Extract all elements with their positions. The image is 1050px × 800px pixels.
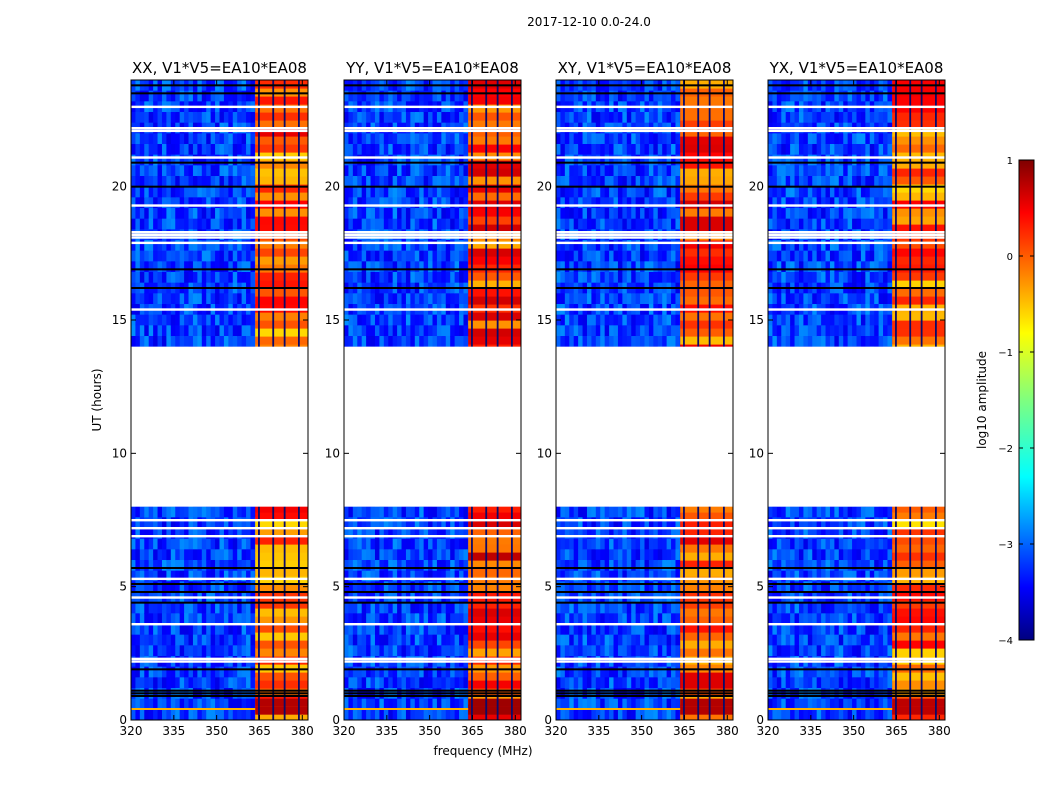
y-tick-label: 10 — [537, 446, 552, 460]
x-tick-label: 365 — [248, 724, 271, 738]
x-tick-label: 335 — [799, 724, 822, 738]
y-tick-label: 5 — [119, 580, 127, 594]
x-tick-label: 350 — [418, 724, 441, 738]
x-tick-label: 320 — [120, 724, 143, 738]
panel-2: 320 335 350 365 380 0 5 10 15 20 XY, V1*V5=EA10*EA… — [537, 59, 739, 738]
x-tick-label: 365 — [673, 724, 696, 738]
panel-0-title: XX, V1*V5=EA10*EA08 — [132, 59, 307, 77]
y-tick-label: 10 — [112, 446, 127, 460]
y-tick-label: 10 — [325, 446, 340, 460]
y-tick-label: 5 — [332, 580, 340, 594]
x-tick-label: 350 — [630, 724, 653, 738]
figure-title: 2017-12-10 0.0-24.0 — [527, 15, 651, 29]
colorbar-tick-label: −3 — [998, 540, 1013, 551]
y-tick-label: 15 — [537, 313, 552, 327]
colorbar-label: log10 amplitude — [975, 351, 989, 449]
x-tick-label: 320 — [333, 724, 356, 738]
x-tick-label: 380 — [291, 724, 314, 738]
panel-0-data-gap — [131, 346, 308, 507]
y-tick-label: 20 — [537, 180, 552, 194]
x-tick-label: 365 — [461, 724, 484, 738]
colorbar-gradient — [1018, 159, 1035, 641]
panel-1-data-gap — [344, 346, 521, 507]
colorbar-tick-label: −1 — [998, 348, 1013, 359]
y-tick-label: 0 — [332, 713, 340, 727]
panel-2-frame — [555, 79, 734, 721]
x-tick-label: 380 — [504, 724, 527, 738]
x-tick-label: 350 — [205, 724, 228, 738]
panel-3: 320 335 350 365 380 0 5 10 15 20 YX, V1*V5=EA10*EA… — [749, 59, 951, 738]
y-tick-label: 20 — [112, 180, 127, 194]
y-tick-label: 5 — [544, 580, 552, 594]
colorbar-tick-label: −4 — [998, 636, 1013, 647]
panel-1: 320 335 350 365 380 0 5 10 15 20 YY, V1*V5=EA10*EA… — [325, 59, 527, 738]
panels: 320 335 350 365 380 0 5 10 15 20 XX, V1*V5=EA10*EA… — [112, 59, 951, 738]
x-tick-label: 335 — [375, 724, 398, 738]
panel-1-title: YY, V1*V5=EA10*EA08 — [345, 59, 519, 77]
x-tick-label: 320 — [757, 724, 780, 738]
panel-2-image — [556, 80, 733, 720]
colorbar: 1 0 −1 −2 −3 −4 log10 amplitude — [975, 156, 1035, 647]
x-tick-label: 350 — [842, 724, 865, 738]
y-tick-label: 10 — [749, 446, 764, 460]
y-tick-label: 0 — [756, 713, 764, 727]
x-tick-label: 335 — [587, 724, 610, 738]
panel-0-frame — [130, 79, 309, 721]
x-tick-label: 320 — [545, 724, 568, 738]
y-tick-label: 5 — [756, 580, 764, 594]
panel-3-frame — [767, 79, 946, 721]
panel-1-frame — [343, 79, 522, 721]
panel-0-image — [131, 80, 308, 720]
x-tick-label: 380 — [928, 724, 951, 738]
panel-0: 320 335 350 365 380 0 5 10 15 20 XX, V1*V5=EA10*EA… — [112, 59, 314, 738]
panel-2-title: XY, V1*V5=EA10*EA08 — [558, 59, 732, 77]
y-tick-label: 15 — [325, 313, 340, 327]
y-tick-label: 15 — [112, 313, 127, 327]
panel-3-title: YX, V1*V5=EA10*EA08 — [769, 59, 944, 77]
y-tick-label: 0 — [119, 713, 127, 727]
panel-1-image — [344, 80, 521, 720]
y-tick-label: 20 — [749, 180, 764, 194]
x-tick-label: 380 — [716, 724, 739, 738]
x-axis-label: frequency (MHz) — [433, 744, 532, 758]
y-tick-label: 0 — [544, 713, 552, 727]
y-tick-label: 15 — [749, 313, 764, 327]
y-axis-label: UT (hours) — [90, 368, 104, 431]
panel-3-image — [768, 80, 945, 720]
colorbar-tick-label: 1 — [1007, 156, 1013, 167]
colorbar-tick-label: 0 — [1007, 252, 1013, 263]
x-tick-label: 365 — [885, 724, 908, 738]
panel-2-data-gap — [556, 346, 733, 507]
colorbar-tick-label: −2 — [998, 444, 1013, 455]
x-tick-label: 335 — [162, 724, 185, 738]
panel-3-data-gap — [768, 346, 945, 507]
y-tick-label: 20 — [325, 180, 340, 194]
